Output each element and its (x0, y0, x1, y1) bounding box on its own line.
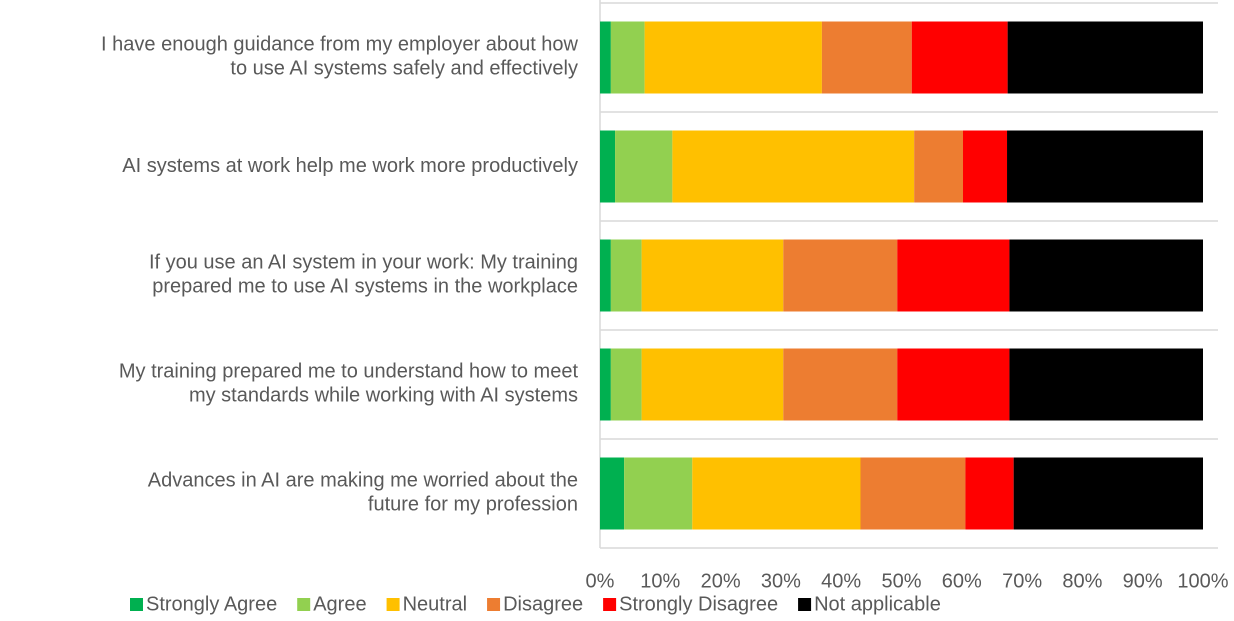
legend-label: Not applicable (814, 593, 941, 615)
bar-segment (600, 21, 611, 94)
bar-segment (600, 348, 611, 421)
x-tick-label: 0% (586, 570, 615, 592)
x-tick-label: 80% (1062, 570, 1102, 592)
legend-swatch (487, 598, 501, 611)
x-tick-label: 20% (701, 570, 741, 592)
bar-segment (610, 21, 645, 94)
x-tick-label: 60% (942, 570, 982, 592)
bar-segment (600, 457, 625, 530)
bar-segment (911, 21, 1008, 94)
bar-segment (600, 239, 611, 312)
bar-segment (641, 239, 784, 312)
bar-segment (821, 21, 912, 94)
x-tick-label: 100% (1177, 570, 1228, 592)
bar-segment (1007, 130, 1203, 203)
bar-segment (1009, 348, 1203, 421)
legend-swatch (603, 598, 617, 611)
bar-segment (624, 457, 693, 530)
bar-segment (860, 457, 966, 530)
legend-label: Neutral (403, 593, 467, 615)
bar-segment (897, 348, 1010, 421)
x-tick-label: 30% (761, 570, 801, 592)
bar-segment (610, 348, 642, 421)
bar-segment (1013, 457, 1203, 530)
bar-segment (783, 239, 898, 312)
bar-segment (914, 130, 964, 203)
x-tick-label: 70% (1002, 570, 1042, 592)
legend-swatch (130, 598, 143, 611)
legend-swatch (297, 598, 311, 611)
bar-segment (783, 348, 898, 421)
bar-segment (965, 457, 1014, 530)
category-label: AI systems at work help me work more pro… (122, 155, 578, 177)
bar-segment (897, 239, 1010, 312)
bar-segment (1007, 21, 1203, 94)
category-label: Advances in AI are making me worried abo… (148, 470, 578, 516)
bar-segment (692, 457, 861, 530)
legend-swatch (798, 598, 812, 611)
bar-segment (610, 239, 642, 312)
bar-segment (615, 130, 673, 203)
bar-segment (672, 130, 915, 203)
legend-swatch (386, 598, 400, 611)
legend-label: Agree (313, 593, 366, 615)
bar-segment (644, 21, 822, 94)
category-label: If you use an AI system in your work: My… (149, 252, 578, 298)
legend-label: Strongly Agree (146, 593, 277, 615)
category-label: I have enough guidance from my employer … (101, 34, 579, 80)
bar-segment (600, 130, 616, 203)
x-tick-label: 50% (881, 570, 921, 592)
bar-segment (1009, 239, 1203, 312)
x-tick-label: 10% (640, 570, 680, 592)
bar-segment (963, 130, 1008, 203)
x-tick-label: 90% (1123, 570, 1163, 592)
category-label: My training prepared me to understand ho… (119, 361, 579, 407)
x-tick-label: 40% (821, 570, 861, 592)
bar-segment (641, 348, 784, 421)
legend-label: Strongly Disagree (619, 593, 778, 615)
legend-label: Disagree (503, 593, 583, 615)
